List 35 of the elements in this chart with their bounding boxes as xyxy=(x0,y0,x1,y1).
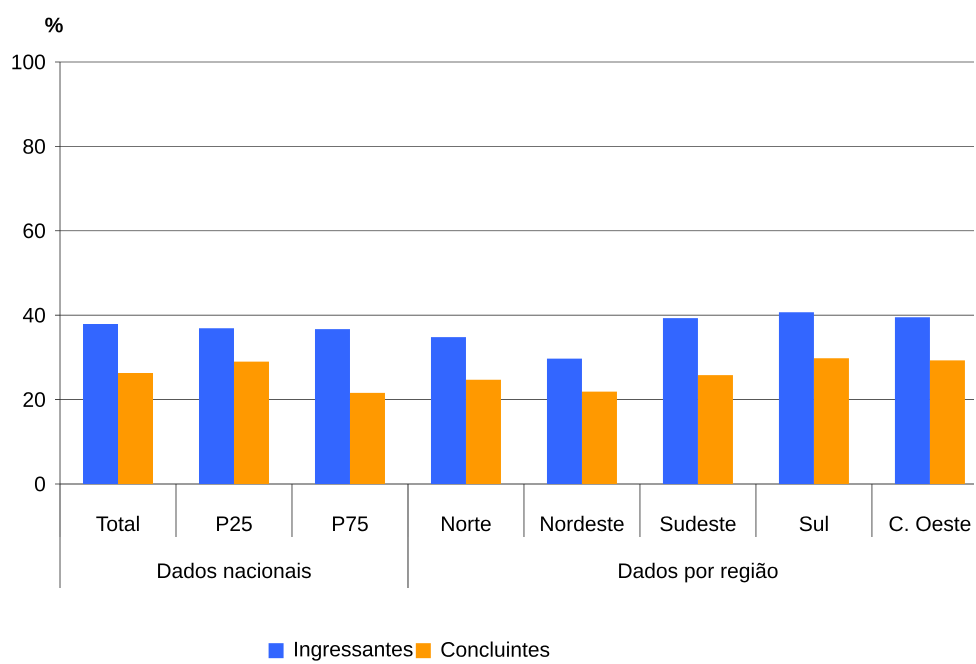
bar xyxy=(698,375,733,484)
bar xyxy=(546,358,582,484)
bar xyxy=(314,329,350,484)
y-tick-label: 100 xyxy=(12,54,45,70)
bar xyxy=(778,312,814,484)
bar xyxy=(430,337,466,484)
y-tick-label: 0 xyxy=(34,476,45,492)
x-tick-label: P75 xyxy=(333,516,368,532)
x-tick-label: C. Oeste xyxy=(890,516,970,532)
bar xyxy=(466,380,501,484)
bar xyxy=(234,362,269,484)
text: Dados nacionais xyxy=(158,562,311,578)
bar xyxy=(894,317,930,484)
bar xyxy=(930,360,965,484)
y-axis-title: % xyxy=(45,18,63,32)
x-tick-label: Nordeste xyxy=(541,516,624,532)
x-tick-label: Total xyxy=(96,516,139,532)
bar xyxy=(814,358,849,484)
y-tick-label: 60 xyxy=(24,223,45,238)
bar xyxy=(118,373,154,484)
text: Dados por região xyxy=(619,562,778,582)
y-tick-label: 40 xyxy=(22,308,45,323)
legend-label: Ingressantes xyxy=(295,642,413,661)
bar xyxy=(662,318,698,484)
y-tick-label: 20 xyxy=(24,392,45,408)
x-tick-label: P25 xyxy=(217,516,252,532)
x-tick-label: Norte xyxy=(442,516,491,532)
bar xyxy=(350,392,385,484)
bar xyxy=(582,392,617,484)
bar xyxy=(83,324,118,484)
legend-label: Concluintes xyxy=(441,641,550,657)
x-tick-label: Sudeste xyxy=(660,516,736,532)
y-tick-label: 80 xyxy=(23,138,45,154)
x-tick-label: Sul xyxy=(800,516,828,532)
bar xyxy=(198,328,234,484)
